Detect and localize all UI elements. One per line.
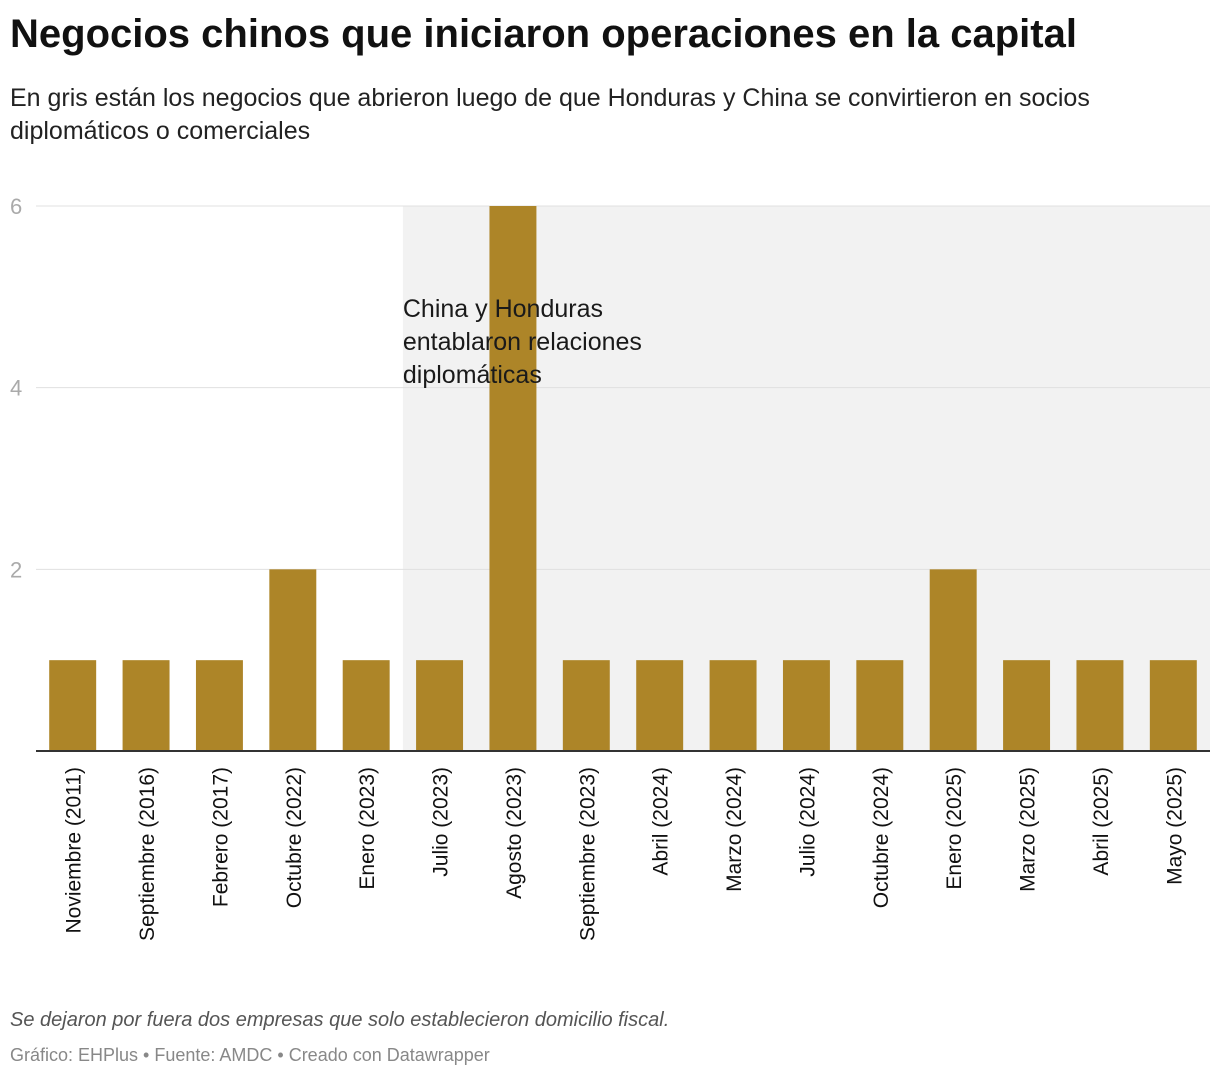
chart-title: Negocios chinos que iniciaron operacione…: [10, 12, 1077, 56]
bar: [122, 660, 170, 751]
chart-notes: Se dejaron por fuera dos empresas que so…: [10, 1009, 670, 1031]
x-tick-label: Septiembre (2016): [136, 767, 159, 941]
x-tick-label: Mayo (2025): [1163, 767, 1186, 885]
annotation-line: entablaron relaciones: [403, 328, 642, 356]
y-tick-label: 2: [10, 557, 22, 582]
x-tick-label: Agosto (2023): [503, 767, 526, 899]
bar: [1003, 660, 1051, 751]
y-tick-label: 4: [10, 376, 22, 401]
x-tick-label: Abril (2024): [650, 767, 673, 876]
bar: [1149, 660, 1197, 751]
bar: [49, 660, 97, 751]
x-tick-label: Abril (2025): [1090, 767, 1113, 876]
x-tick-label: Julio (2023): [430, 767, 453, 877]
bar: [195, 660, 243, 751]
x-tick-label: Octubre (2024): [870, 767, 893, 908]
annotation-line: diplomáticas: [403, 361, 542, 389]
bar: [636, 660, 684, 751]
bar: [929, 569, 977, 751]
x-tick-label: Enero (2025): [943, 767, 966, 890]
bar: [342, 660, 390, 751]
bar: [269, 569, 317, 751]
x-tick-label: Marzo (2024): [723, 767, 746, 892]
annotation-line: China y Honduras: [403, 295, 603, 323]
bar: [562, 660, 610, 751]
x-tick-label: Septiembre (2023): [576, 767, 599, 941]
bar: [489, 206, 537, 751]
bar: [709, 660, 757, 751]
chart-credit: Gráfico: EHPlus • Fuente: AMDC • Creado …: [10, 1045, 490, 1065]
x-tick-label: Julio (2024): [796, 767, 819, 877]
bar: [782, 660, 830, 751]
annotation-text: China y Honduras entablaron relaciones dip…: [403, 295, 642, 389]
bar: [856, 660, 904, 751]
y-tick-label: 6: [10, 194, 22, 219]
x-tick-label: Enero (2023): [356, 767, 379, 890]
chart-subtitle: En gris están los negocios que abrieron …: [10, 84, 1090, 145]
x-tick-label: Febrero (2017): [209, 767, 232, 907]
bar: [1076, 660, 1124, 751]
x-tick-label: Octubre (2022): [283, 767, 306, 908]
x-tick-label: Marzo (2025): [1017, 767, 1040, 892]
bar-chart: 2 4 6 Noviembre (2011) Septiembre (2016) Febr…: [10, 194, 1210, 941]
bar: [416, 660, 464, 751]
x-tick-label: Noviembre (2011): [63, 767, 86, 934]
